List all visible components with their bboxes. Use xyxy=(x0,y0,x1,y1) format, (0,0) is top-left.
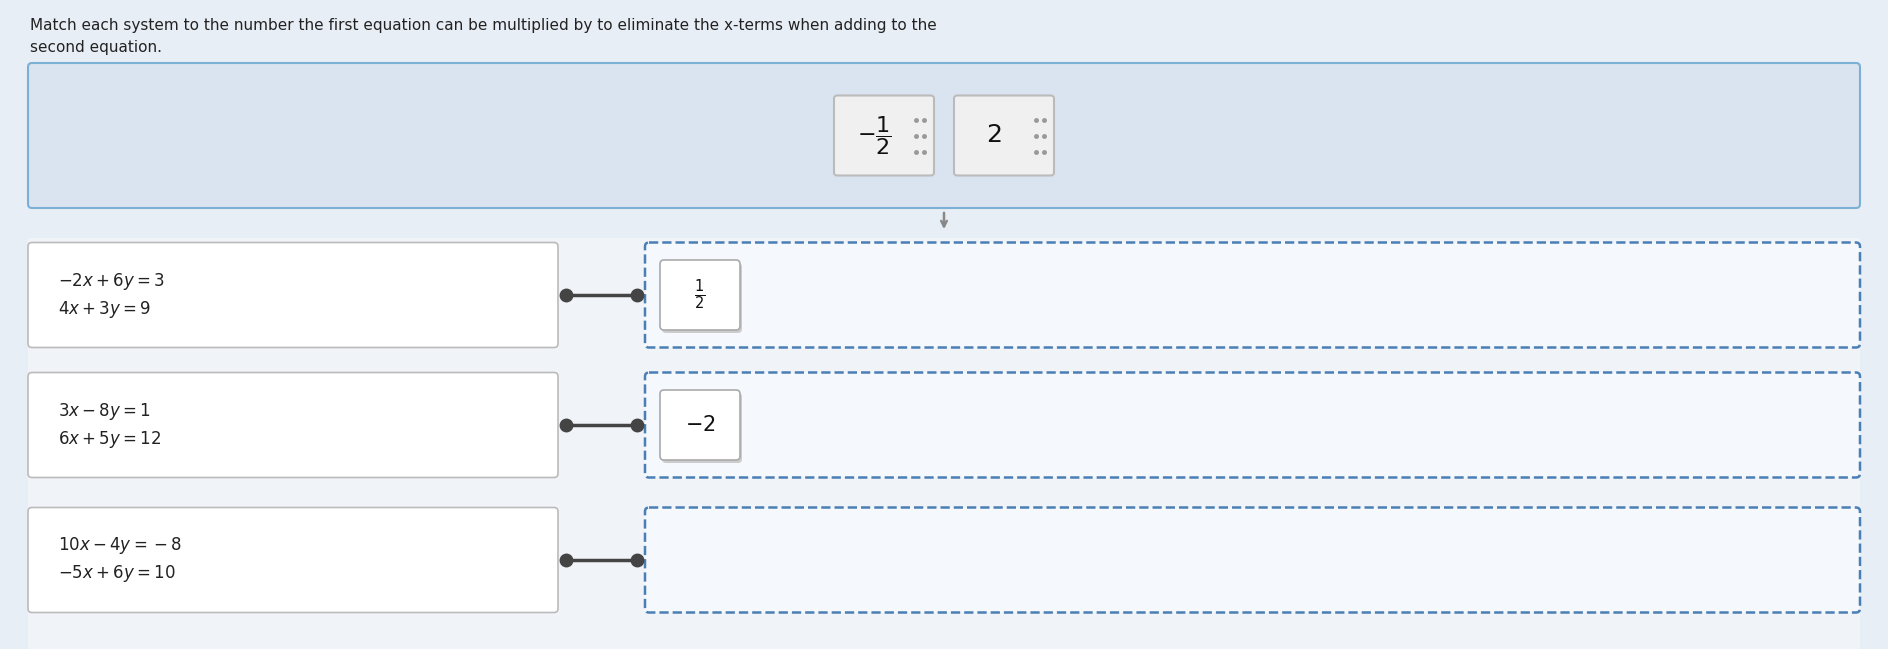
Text: $-5x + 6y = 10$: $-5x + 6y = 10$ xyxy=(59,563,176,585)
Text: second equation.: second equation. xyxy=(30,40,162,55)
Text: Match each system to the number the first equation can be multiplied by to elimi: Match each system to the number the firs… xyxy=(30,18,936,33)
FancyBboxPatch shape xyxy=(834,95,935,175)
Text: $6x + 5y = 12$: $6x + 5y = 12$ xyxy=(59,428,160,450)
FancyBboxPatch shape xyxy=(646,373,1860,478)
Text: $-2x + 6y = 3$: $-2x + 6y = 3$ xyxy=(59,271,164,291)
FancyBboxPatch shape xyxy=(28,373,559,478)
Text: $3x - 8y = 1$: $3x - 8y = 1$ xyxy=(59,400,151,421)
FancyBboxPatch shape xyxy=(646,508,1860,613)
FancyBboxPatch shape xyxy=(28,63,1860,208)
Text: $4x + 3y = 9$: $4x + 3y = 9$ xyxy=(59,299,151,319)
FancyBboxPatch shape xyxy=(28,238,1860,649)
FancyBboxPatch shape xyxy=(661,390,740,460)
FancyBboxPatch shape xyxy=(28,508,559,613)
FancyBboxPatch shape xyxy=(28,243,559,347)
Text: $10x - 4y = -8$: $10x - 4y = -8$ xyxy=(59,535,181,556)
FancyBboxPatch shape xyxy=(953,95,1054,175)
Text: $-\dfrac{1}{2}$: $-\dfrac{1}{2}$ xyxy=(857,114,891,157)
FancyBboxPatch shape xyxy=(663,393,742,463)
FancyBboxPatch shape xyxy=(663,263,742,333)
FancyBboxPatch shape xyxy=(661,260,740,330)
Text: $-2$: $-2$ xyxy=(685,415,716,435)
Text: $\frac{1}{2}$: $\frac{1}{2}$ xyxy=(695,278,706,312)
Text: $2$: $2$ xyxy=(986,123,1003,147)
FancyBboxPatch shape xyxy=(646,243,1860,347)
